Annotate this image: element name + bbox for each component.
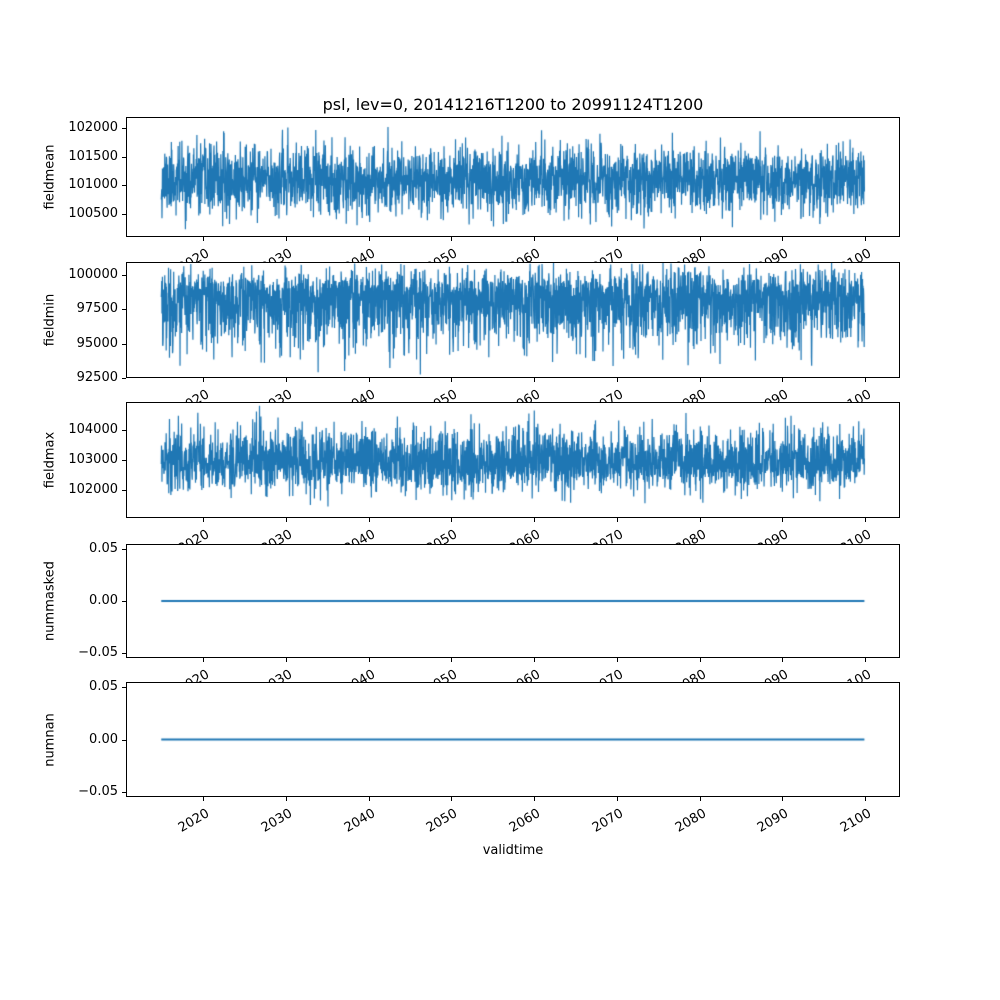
y-tick-label: 101000 (68, 177, 118, 192)
x-tick (534, 658, 535, 662)
x-tick (534, 237, 535, 241)
subplot-axes-numnan (126, 682, 900, 797)
y-tick-label: −0.05 (78, 645, 118, 660)
x-tick (865, 518, 866, 522)
y-tick (122, 214, 126, 215)
x-tick (369, 658, 370, 662)
x-tick (203, 658, 204, 662)
x-tick (203, 797, 204, 801)
y-tick (122, 601, 126, 602)
y-tick (122, 309, 126, 310)
y-tick-label: 103000 (68, 452, 118, 467)
x-tick (369, 797, 370, 801)
x-tick (451, 378, 452, 382)
series-line-canvas (127, 683, 899, 796)
y-tick (122, 344, 126, 345)
x-tick (369, 378, 370, 382)
y-tick (122, 549, 126, 550)
y-tick (122, 490, 126, 491)
x-tick (203, 378, 204, 382)
subplot-axes-fieldmin (126, 262, 900, 378)
y-tick-label: 0.05 (89, 541, 118, 556)
x-tick (865, 797, 866, 801)
y-tick (122, 185, 126, 186)
y-axis-label-fieldmean: fieldmean (42, 144, 58, 210)
x-tick (782, 797, 783, 801)
x-tick (286, 797, 287, 801)
y-tick-label: 0.05 (89, 679, 118, 694)
x-tick (700, 658, 701, 662)
x-tick (617, 797, 618, 801)
y-tick (122, 430, 126, 431)
y-tick (122, 128, 126, 129)
x-tick (534, 518, 535, 522)
x-tick (617, 378, 618, 382)
x-tick (782, 658, 783, 662)
x-tick (286, 237, 287, 241)
y-tick (122, 157, 126, 158)
x-tick (865, 378, 866, 382)
x-tick (203, 518, 204, 522)
x-tick (286, 518, 287, 522)
x-tick (534, 378, 535, 382)
x-tick (286, 378, 287, 382)
y-tick-label: 100000 (68, 267, 118, 282)
y-tick (122, 378, 126, 379)
x-axis-label: validtime (482, 843, 544, 858)
y-tick-label: 92500 (76, 370, 118, 385)
x-tick (451, 518, 452, 522)
y-tick (122, 740, 126, 741)
y-tick-label: 0.00 (89, 593, 118, 608)
x-tick (782, 237, 783, 241)
x-tick (700, 237, 701, 241)
x-tick (865, 658, 866, 662)
y-tick-label: 102000 (68, 120, 118, 135)
x-tick (617, 658, 618, 662)
series-line-canvas (127, 263, 899, 377)
x-tick (203, 237, 204, 241)
x-tick (700, 378, 701, 382)
y-axis-label-fieldmin: fieldmin (42, 293, 58, 347)
series-line-canvas (127, 118, 899, 236)
y-tick-label: 100500 (68, 206, 118, 221)
x-tick (617, 237, 618, 241)
y-tick-label: 95000 (76, 336, 118, 351)
y-axis-label-numnan: numnan (42, 712, 58, 767)
x-tick (700, 797, 701, 801)
subplot-axes-fieldmax (126, 402, 900, 518)
x-tick (865, 237, 866, 241)
x-tick (782, 378, 783, 382)
series-line-canvas (127, 403, 899, 517)
y-tick (122, 792, 126, 793)
x-tick (700, 518, 701, 522)
x-tick (369, 518, 370, 522)
series-line-canvas (127, 545, 899, 657)
x-tick (782, 518, 783, 522)
y-tick-label: 97500 (76, 301, 118, 316)
y-tick-label: 0.00 (89, 732, 118, 747)
x-tick (451, 658, 452, 662)
subplot-axes-nummasked (126, 544, 900, 658)
y-tick (122, 460, 126, 461)
y-tick (122, 653, 126, 654)
y-tick-label: −0.05 (78, 784, 118, 799)
plot-title: psl, lev=0, 20141216T1200 to 20991124T12… (322, 95, 704, 114)
x-tick (369, 237, 370, 241)
x-tick (286, 658, 287, 662)
y-axis-label-fieldmax: fieldmax (42, 431, 58, 489)
x-tick (534, 797, 535, 801)
y-tick-label: 104000 (68, 422, 118, 437)
x-tick (451, 797, 452, 801)
y-tick (122, 275, 126, 276)
y-tick-label: 102000 (68, 482, 118, 497)
y-tick-label: 101500 (68, 149, 118, 164)
x-tick (617, 518, 618, 522)
subplot-axes-fieldmean (126, 117, 900, 237)
y-tick (122, 687, 126, 688)
x-tick (451, 237, 452, 241)
y-axis-label-nummasked: nummasked (42, 561, 58, 641)
